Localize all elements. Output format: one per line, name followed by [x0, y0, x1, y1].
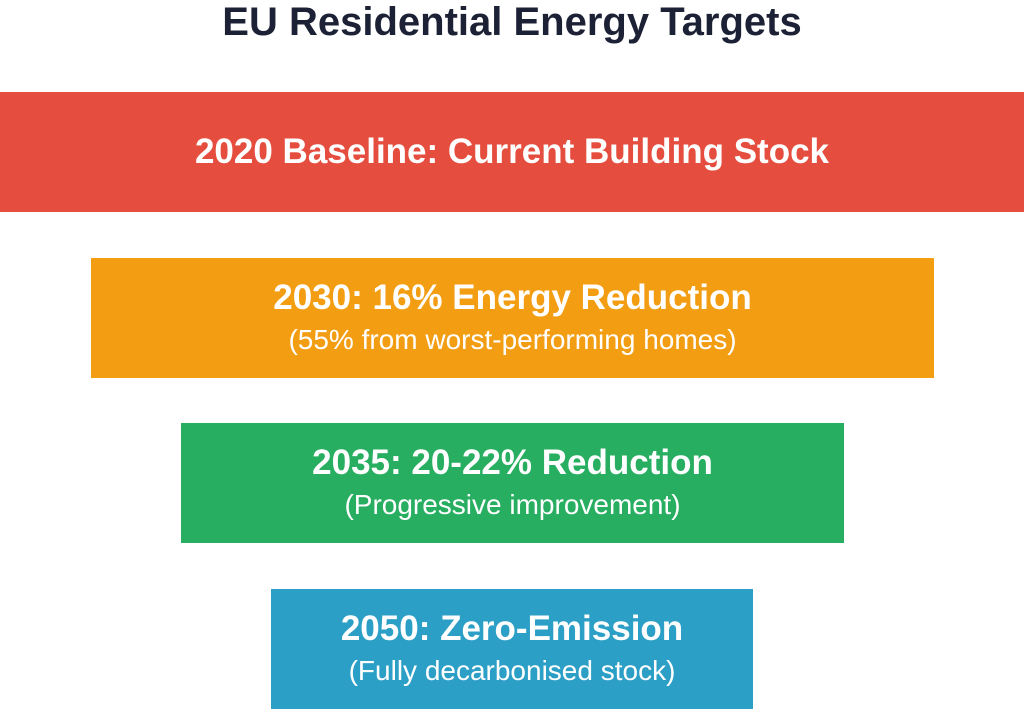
stage-label: 2050: Zero-Emission — [340, 609, 684, 648]
title: EU Residential Energy Targets — [222, 0, 802, 44]
stage-label: 2035: 20-22% Reduction — [312, 443, 713, 482]
stage-box: 2030: 16% Energy Reduction (55% from wor… — [91, 258, 934, 378]
stage-note: (Fully decarbonised stock) — [348, 655, 676, 686]
stage-box: 2050: Zero-Emission (Fully decarbonised … — [271, 589, 753, 709]
stage-label: 2030: 16% Energy Reduction — [273, 278, 752, 317]
stage-label: 2020 Baseline: Current Building Stock — [194, 132, 830, 171]
stage-note: (55% from worst-performing homes) — [288, 324, 737, 355]
stage-box: 2035: 20-22% Reduction (Progressive impr… — [181, 423, 844, 543]
stage-box: 2020 Baseline: Current Building Stock — [0, 92, 1024, 212]
stage-note: (Progressive improvement) — [344, 489, 681, 520]
